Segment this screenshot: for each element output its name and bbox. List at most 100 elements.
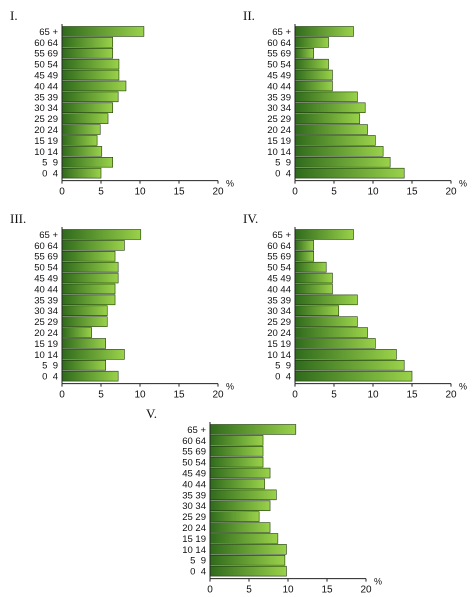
- category-label: 30 34: [267, 103, 291, 114]
- x-tick-label: 0: [207, 585, 213, 596]
- bar: [61, 316, 108, 327]
- category-label: 50 54: [182, 458, 206, 469]
- bar: [61, 124, 101, 135]
- bar: [294, 338, 376, 349]
- bar: [294, 283, 333, 295]
- bar: [294, 272, 333, 284]
- category-label: 15 19: [34, 136, 58, 147]
- bar: [61, 251, 116, 262]
- category-label: 0 4: [42, 372, 58, 383]
- bar: [209, 500, 271, 511]
- bar: [294, 102, 366, 114]
- bar: [61, 113, 109, 124]
- bar: [61, 157, 114, 168]
- category-label: 25 29: [34, 114, 58, 125]
- chart-title: II.: [243, 8, 255, 23]
- x-tick-label: 15: [173, 187, 185, 198]
- bar: [61, 91, 119, 103]
- category-label: 65 +: [39, 230, 58, 241]
- bar: [294, 124, 368, 135]
- bar: [294, 58, 329, 70]
- category-label: 25 29: [182, 512, 206, 523]
- x-tick-label: 20: [360, 585, 372, 596]
- category-label: 40 44: [34, 81, 58, 92]
- bar: [61, 37, 114, 48]
- category-label: 40 44: [267, 81, 291, 92]
- bar: [209, 445, 264, 457]
- x-tick-label: 15: [406, 187, 418, 198]
- category-label: 40 44: [267, 284, 291, 295]
- bar: [61, 283, 116, 295]
- category-label: 25 29: [267, 317, 291, 328]
- bar: [294, 305, 339, 316]
- bar: [294, 47, 315, 59]
- bar: [294, 327, 368, 338]
- bar: [61, 272, 119, 284]
- bar: [294, 229, 354, 240]
- x-tick-label: 20: [212, 187, 224, 198]
- x-tick-label: 10: [134, 187, 146, 198]
- x-tick-label: 0: [59, 187, 65, 198]
- bar: [294, 26, 354, 37]
- bar: [294, 359, 405, 371]
- category-label: 55 69: [267, 252, 291, 263]
- bar: [209, 456, 264, 468]
- category-label: 45 49: [182, 469, 206, 480]
- bar: [294, 80, 333, 92]
- bar: [61, 69, 120, 81]
- category-label: 20 24: [182, 523, 206, 534]
- category-label: 65 +: [272, 230, 291, 241]
- category-label: 0 4: [42, 169, 58, 180]
- x-tick-label: 5: [331, 390, 337, 401]
- category-label: 60 64: [182, 436, 206, 447]
- category-label: 50 54: [34, 60, 58, 71]
- category-label: 15 19: [182, 534, 206, 545]
- category-label: 5 9: [275, 158, 291, 169]
- bar: [294, 294, 358, 306]
- category-label: 5 9: [190, 556, 206, 567]
- x-tick-label: 20: [445, 390, 457, 401]
- category-label: 35 39: [267, 92, 291, 103]
- category-label: 5 9: [275, 361, 291, 372]
- unit-label: %: [459, 179, 467, 189]
- category-label: 40 44: [182, 479, 206, 490]
- category-label: 0 4: [275, 372, 291, 383]
- bar: [61, 338, 106, 349]
- category-label: 45 49: [34, 274, 58, 285]
- category-label: 10 14: [34, 350, 58, 361]
- x-tick-label: 5: [98, 187, 104, 198]
- x-tick-label: 15: [406, 390, 418, 401]
- category-label: 45 49: [267, 274, 291, 285]
- category-label: 10 14: [267, 147, 291, 158]
- category-label: 60 64: [267, 241, 291, 252]
- bar: [61, 294, 116, 306]
- bar: [61, 370, 119, 382]
- x-tick-label: 5: [98, 390, 104, 401]
- x-tick-label: 10: [367, 187, 379, 198]
- chart-title: III.: [10, 211, 26, 226]
- bar: [61, 359, 106, 371]
- bar: [61, 261, 119, 273]
- bar: [61, 229, 142, 240]
- category-label: 65 +: [272, 27, 291, 38]
- category-label: 35 39: [34, 295, 58, 306]
- x-tick-label: 20: [212, 390, 224, 401]
- bar: [61, 349, 125, 360]
- bar: [294, 349, 397, 360]
- chart-title: I.: [10, 8, 18, 23]
- category-label: 55 69: [34, 49, 58, 60]
- bar: [209, 489, 277, 501]
- unit-label: %: [374, 577, 382, 587]
- category-label: 40 44: [34, 284, 58, 295]
- x-tick-label: 0: [292, 187, 298, 198]
- x-tick-label: 10: [367, 390, 379, 401]
- bar: [209, 424, 297, 435]
- category-label: 55 69: [34, 252, 58, 263]
- unit-label: %: [459, 382, 467, 392]
- bar: [61, 102, 114, 114]
- category-label: 5 9: [42, 158, 58, 169]
